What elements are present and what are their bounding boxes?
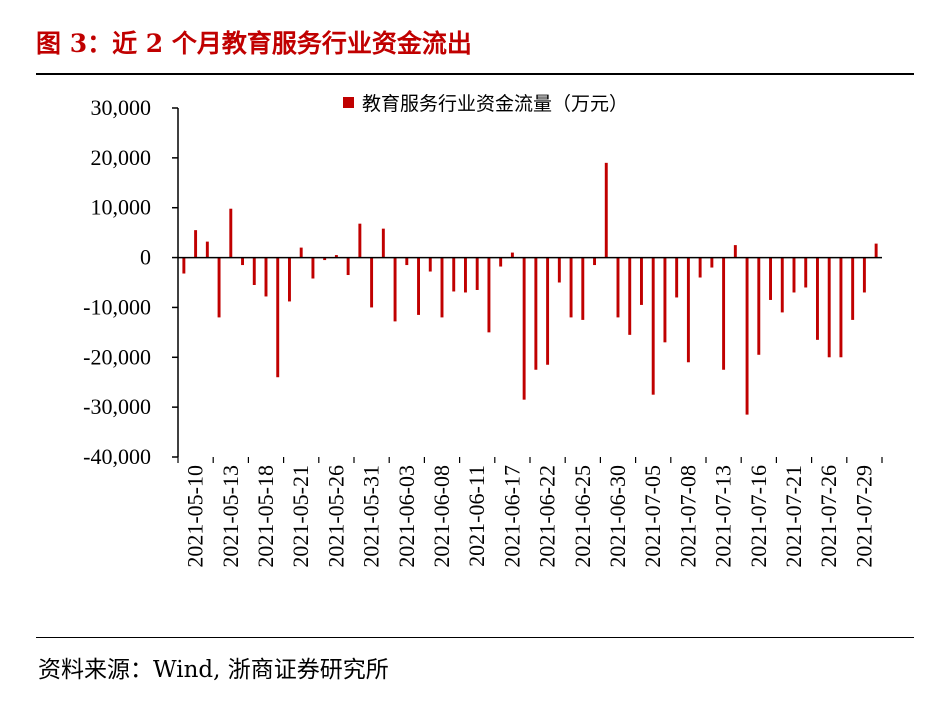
bar [252,257,256,285]
y-tick-label: -10,000 [83,294,151,319]
bar [816,257,819,340]
bar [686,257,690,363]
bar [452,257,456,292]
bar [464,257,467,293]
bar [440,257,444,318]
bar [581,257,585,320]
chart-title: 图 3：近 2 个月教育服务行业资金流出 [36,29,472,58]
bar [510,252,514,258]
x-tick-label: 2021-06-22 [535,465,560,568]
x-tick-label: 2021-06-11 [464,465,489,567]
x-tick-label: 2021-06-17 [499,465,524,568]
x-tick-label: 2021-06-25 [570,465,595,568]
bar [522,257,526,400]
bar [346,257,350,276]
y-tick-label: 10,000 [91,195,152,220]
bar [264,257,268,297]
bar [217,257,221,318]
bottom-rule [36,637,914,638]
x-tick-label: 2021-07-16 [746,465,771,568]
bar [862,257,866,293]
legend-label: 教育服务行业资金流量（万元） [362,93,628,115]
legend-swatch [343,97,354,108]
bar [593,257,596,266]
bar [323,257,327,261]
bar [827,257,831,358]
bar [569,257,573,318]
bar [745,257,749,415]
bar [757,257,761,355]
y-axis: 30,000 20,000 10,000 0 -10,000 -20,000 -30,000… [83,95,179,469]
x-tick-label: 2021-07-08 [675,465,700,568]
x-tick-label: 2021-06-03 [394,465,419,568]
bar [428,257,432,272]
legend: 教育服务行业资金流量（万元） [343,93,628,115]
bar [370,257,374,308]
bar [534,257,538,370]
bar [393,257,397,322]
top-rule [36,73,914,75]
bar [288,257,291,302]
y-tick-label: 0 [140,245,151,270]
bar [358,223,362,258]
bar [616,257,620,318]
bar [675,257,679,298]
bar [241,257,244,266]
bar [546,257,550,365]
x-tick-label: 2021-06-08 [429,465,454,568]
bar [475,257,479,290]
bar [229,208,233,258]
x-tick-label: 2021-07-29 [851,465,876,568]
bar [769,257,772,300]
x-tick-label: 2021-05-13 [218,465,243,568]
x-tick-label: 2021-07-05 [640,465,665,568]
bar [651,257,655,395]
bar [417,257,420,315]
bar [194,230,198,258]
x-tick-label: 2021-07-13 [711,465,736,568]
bar [182,257,186,274]
x-tick-label: 2021-05-26 [323,465,348,568]
x-tick-label: 2021-05-31 [359,465,384,568]
bar [299,247,303,258]
bar [710,257,714,268]
bar [405,257,409,266]
bars [182,162,878,415]
bar [839,257,843,358]
bar [205,241,209,258]
x-tick-label: 2021-05-10 [183,465,208,568]
x-tick-label: 2021-07-26 [816,465,841,568]
bar [663,257,667,343]
bar [722,257,726,370]
y-tick-label: -30,000 [83,394,151,419]
bar [733,245,737,258]
x-tick-label: 2021-05-21 [288,465,313,568]
bar [276,257,280,378]
x-axis: 2021-05-10 2021-05-13 2021-05-18 2021-05-21… [177,256,883,568]
bar [698,257,702,278]
bar [640,257,643,305]
bar [792,257,796,293]
x-tick-label: 2021-05-18 [253,465,278,568]
bar [381,228,385,258]
y-tick-label: 20,000 [91,145,152,170]
bar [604,162,608,258]
bar [557,257,561,283]
x-tick-label: 2021-07-21 [781,465,806,568]
bar [311,257,315,279]
bar [499,257,503,267]
x-tick-label: 2021-06-30 [605,465,630,568]
bar [851,257,855,320]
bar [334,255,338,258]
y-tick-label: -40,000 [83,444,151,469]
y-tick-label: 30,000 [91,95,152,120]
bar [628,257,632,335]
bar [487,257,491,333]
bar [804,257,808,288]
y-tick-label: -20,000 [83,344,151,369]
bar [780,257,784,313]
bar [874,243,878,258]
source-note: 资料来源：Wind, 浙商证券研究所 [38,657,389,683]
